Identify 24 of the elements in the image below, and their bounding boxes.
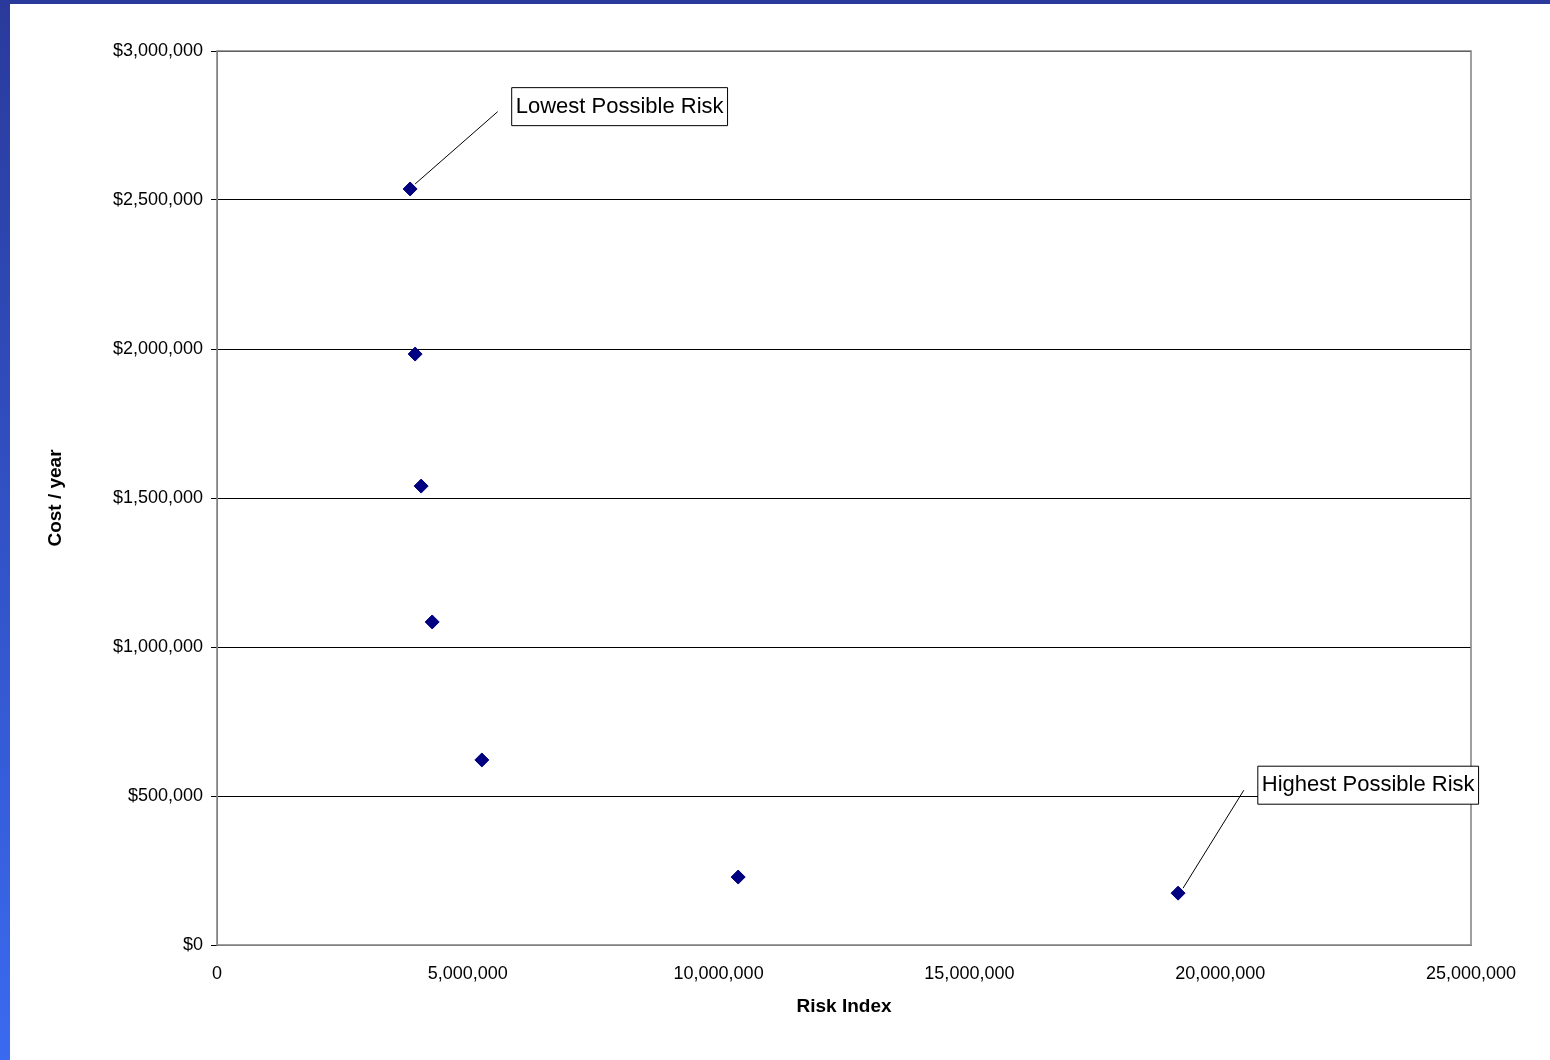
y-axis-title: Cost / year [43, 448, 65, 547]
point [424, 614, 440, 630]
annotation: Lowest Possible Risk [515, 92, 725, 118]
x-tick-label: 15,000,000 [924, 962, 1015, 983]
y-tick-label: $2,500,000 [112, 188, 203, 209]
point [1170, 885, 1186, 901]
x-axis-title: Risk Index [796, 994, 892, 1016]
y-tick-label: $1,000,000 [112, 635, 203, 656]
y-tick-label: $0 [182, 933, 203, 954]
x-tick-label: 10,000,000 [673, 962, 764, 983]
point [474, 752, 490, 768]
annotation: Highest Possible Risk [1261, 771, 1476, 797]
x-tick-label: 5,000,000 [427, 962, 508, 983]
x-tick-label: 0 [211, 962, 223, 983]
y-tick-label: $1,500,000 [112, 486, 203, 507]
x-tick-label: 25,000,000 [1425, 962, 1517, 983]
point [413, 478, 429, 494]
point [407, 346, 423, 362]
point [730, 869, 746, 885]
y-tick-label: $500,000 [127, 784, 203, 805]
point [402, 181, 418, 197]
y-tick-label: $2,000,000 [112, 337, 203, 358]
y-tick-label: $3,000,000 [112, 39, 203, 60]
x-tick-label: 20,000,000 [1175, 962, 1266, 983]
